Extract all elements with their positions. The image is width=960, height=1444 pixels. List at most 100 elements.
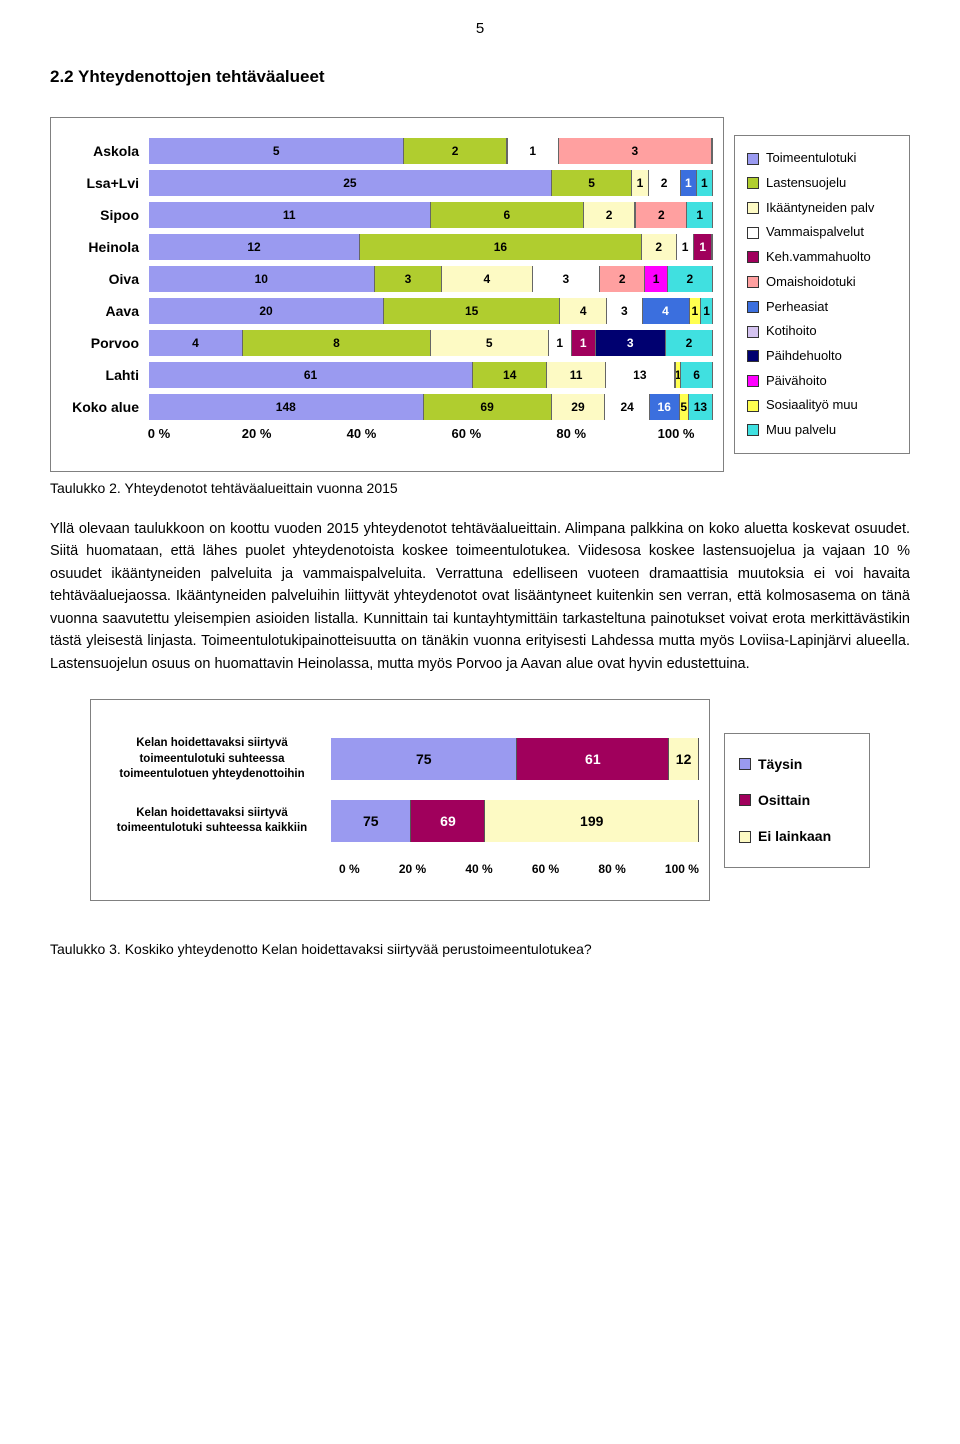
page-number: 5 — [50, 20, 910, 37]
legend-label: Perheasiat — [766, 295, 828, 320]
legend-item: Kotihoito — [747, 319, 897, 344]
chart1-row-label: Lahti — [61, 367, 149, 383]
chart2-row-label: Kelan hoidettavaksi siirtyvä toimeentulo… — [101, 736, 331, 783]
legend-swatch — [747, 251, 759, 263]
legend-swatch — [747, 400, 759, 412]
chart2-row: Kelan hoidettavaksi siirtyvä toimeentulo… — [101, 800, 699, 842]
chart1-segment: 11 — [547, 362, 605, 388]
legend-item: Täysin — [739, 746, 855, 782]
chart1-segment: 1 — [694, 234, 712, 260]
chart1-row: Lahti61141113016 — [61, 362, 713, 388]
chart1-row: Askola520130 — [61, 138, 713, 164]
chart1-caption: Taulukko 2. Yhteydenotot tehtäväalueitta… — [50, 480, 910, 496]
chart1-segment: 2 — [666, 330, 713, 356]
chart1-segment: 5 — [552, 170, 633, 196]
legend-label: Muu palvelu — [766, 418, 836, 443]
legend-swatch — [747, 375, 759, 387]
legend-label: Omaishoidotuki — [766, 270, 856, 295]
chart1-bar: 14869292416513 — [149, 394, 713, 420]
legend-item: Vammaispalvelut — [747, 220, 897, 245]
chart1-legend: ToimeentulotukiLastensuojeluIkääntyneide… — [734, 135, 910, 453]
legend-item: Perheasiat — [747, 295, 897, 320]
chart1-segment: 5 — [680, 394, 689, 420]
legend-swatch — [747, 227, 759, 239]
chart1-segment: 1 — [690, 298, 702, 324]
chart2-row-label: Kelan hoidettavaksi siirtyvä toimeentulo… — [101, 806, 331, 837]
legend-item: Lastensuojelu — [747, 171, 897, 196]
chart1-bar: 12162110 — [149, 234, 713, 260]
legend-label: Lastensuojelu — [766, 171, 846, 196]
chart1-segment: 1 — [572, 330, 596, 356]
chart1-bar: 61141113016 — [149, 362, 713, 388]
legend-label: Ei lainkaan — [758, 818, 831, 854]
legend-swatch — [747, 177, 759, 189]
chart1-segment: 15 — [384, 298, 560, 324]
chart1-row-label: Porvoo — [61, 335, 149, 351]
chart1-segment: 8 — [243, 330, 431, 356]
chart1-segment: 4 — [442, 266, 532, 292]
chart2-segment: 75 — [331, 800, 411, 842]
section-title: 2.2 Yhteydenottojen tehtäväalueet — [50, 67, 910, 87]
chart1-segment: 1 — [701, 298, 713, 324]
chart1-bar: 2551211 — [149, 170, 713, 196]
chart1-segment: 1 — [681, 170, 697, 196]
chart1-segment: 13 — [689, 394, 713, 420]
chart1-segment: 13 — [606, 362, 675, 388]
chart1-segment: 6 — [431, 202, 585, 228]
chart1-row-label: Oiva — [61, 271, 149, 287]
legend-label: Päivähoito — [766, 369, 827, 394]
chart1-segment: 25 — [149, 170, 552, 196]
chart1-row: Koko alue14869292416513 — [61, 394, 713, 420]
legend-item: Omaishoidotuki — [747, 270, 897, 295]
chart1-segment: 3 — [596, 330, 667, 356]
chart1-segment: 4 — [560, 298, 607, 324]
chart1-bar: 520130 — [149, 138, 713, 164]
legend-label: Kotihoito — [766, 319, 817, 344]
legend-item: Sosiaalityö muu — [747, 393, 897, 418]
legend-swatch — [739, 794, 751, 806]
legend-swatch — [739, 758, 751, 770]
chart2-bar: 756112 — [331, 738, 699, 780]
chart1-segment: 1 — [632, 170, 648, 196]
chart1-segment: 2 — [584, 202, 635, 228]
chart2: Kelan hoidettavaksi siirtyvä toimeentulo… — [90, 699, 710, 901]
chart1-row-label: Lsa+Lvi — [61, 175, 149, 191]
chart1-segment: 2 — [642, 234, 677, 260]
chart2-row: Kelan hoidettavaksi siirtyvä toimeentulo… — [101, 738, 699, 780]
legend-swatch — [747, 326, 759, 338]
chart1-segment: 12 — [149, 234, 360, 260]
legend-label: Osittain — [758, 782, 810, 818]
chart1-segment: 69 — [424, 394, 552, 420]
legend-swatch — [747, 202, 759, 214]
chart1-segment: 16 — [360, 234, 642, 260]
chart1-segment: 5 — [431, 330, 549, 356]
chart1-row-label: Heinola — [61, 239, 149, 255]
chart1-bar: 1162021 — [149, 202, 713, 228]
chart1-segment: 2 — [404, 138, 506, 164]
legend-item: Keh.vammahuolto — [747, 245, 897, 270]
chart1: Askola520130Lsa+Lvi2551211Sipoo1162021He… — [50, 117, 724, 472]
chart1-row: Porvoo4851132 — [61, 330, 713, 356]
legend-swatch — [747, 350, 759, 362]
chart1-segment: 2 — [600, 266, 645, 292]
chart2-segment: 69 — [411, 800, 485, 842]
chart1-segment: 14 — [473, 362, 547, 388]
legend-swatch — [747, 301, 759, 313]
chart1-row-label: Askola — [61, 143, 149, 159]
chart1-segment: 5 — [149, 138, 404, 164]
chart1-row-label: Aava — [61, 303, 149, 319]
chart1-row: Aava201543411 — [61, 298, 713, 324]
chart1-bar: 201543411 — [149, 298, 713, 324]
chart2-segment: 75 — [331, 738, 517, 780]
chart1-segment: 29 — [552, 394, 606, 420]
chart1-segment: 3 — [533, 266, 601, 292]
legend-swatch — [739, 831, 751, 843]
chart1-row-label: Koko alue — [61, 399, 149, 415]
chart2-axis: 0 %20 %40 %60 %80 %100 % — [339, 862, 699, 876]
legend-item: Ikääntyneiden palv — [747, 196, 897, 221]
chart1-segment: 11 — [149, 202, 431, 228]
chart1-axis: 0 %20 %40 %60 %80 %100 % — [159, 426, 713, 441]
chart1-row: Sipoo1162021 — [61, 202, 713, 228]
legend-item: Ei lainkaan — [739, 818, 855, 854]
chart2-caption: Taulukko 3. Koskiko yhteydenotto Kelan h… — [50, 941, 910, 957]
